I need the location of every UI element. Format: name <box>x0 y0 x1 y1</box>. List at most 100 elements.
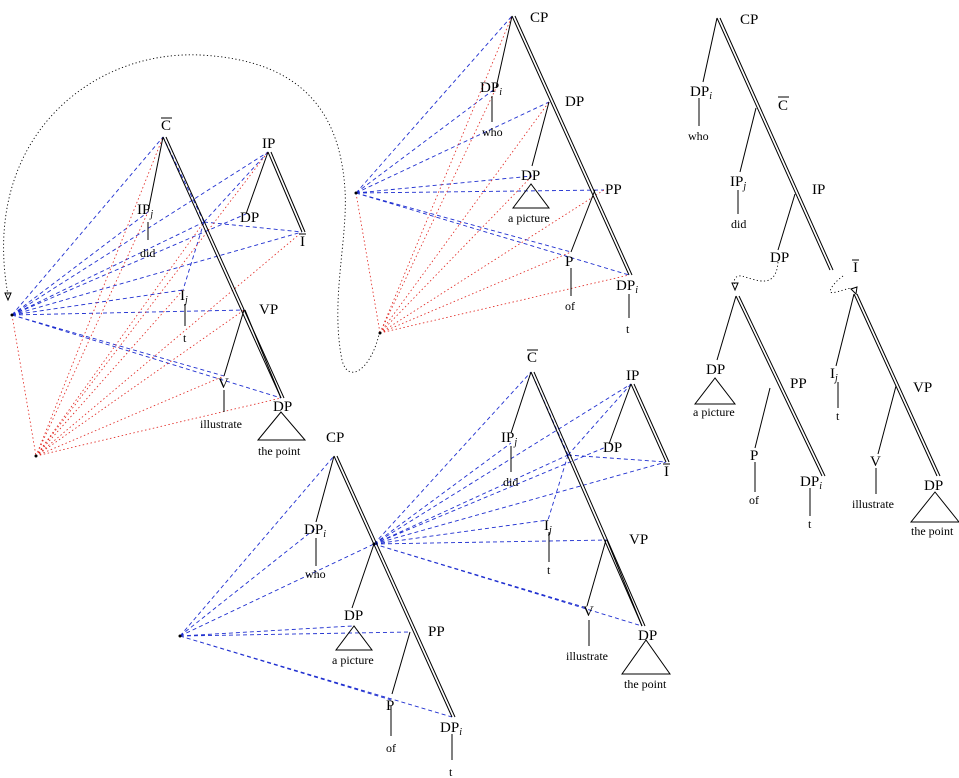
t4-dp-object-label: DP <box>638 628 657 644</box>
t3-of-word: of <box>749 493 759 507</box>
t1-cbar-label: C <box>161 118 171 134</box>
t3-illustrate-word: illustrate <box>852 497 894 511</box>
tree-1: C IPj did IP DP I Ij t VP V illustrate D… <box>3 54 381 458</box>
t1-dp-object-label: DP <box>273 399 292 415</box>
tree-3-edges <box>693 17 959 523</box>
node-markers <box>10 191 382 638</box>
tree-1-red-dotted-edges <box>11 136 303 457</box>
t1-i-j-label: Ij <box>180 288 188 306</box>
t4-ip-label: IP <box>626 368 639 384</box>
tree-4-labels: CP DPi who DP a picture PP P of DPi t C … <box>304 349 670 778</box>
t4-hub-point <box>372 542 376 546</box>
tree-3-labels: CP DPi who C IPj did IP DP I DP a pictur… <box>688 12 954 538</box>
t1-t2-dotted-link <box>3 54 381 373</box>
t2-pp-label: PP <box>605 182 622 198</box>
t4-v-label: V <box>583 604 594 620</box>
t1-v-label: V <box>218 376 229 392</box>
t3-ip-label: IP <box>812 182 825 198</box>
t3-dp-inner-label: DP <box>706 362 725 378</box>
tree-2-blue-dashed-edges <box>355 15 630 276</box>
t2-of-word: of <box>565 299 575 313</box>
t2-dp-label: DP <box>565 94 584 110</box>
t3-i-j-label: Ij <box>830 366 838 384</box>
t4-dp-i-label: DPi <box>304 522 326 540</box>
t3-dp-i-label: DPi <box>690 84 712 102</box>
t4-ibar-label: I <box>664 464 669 480</box>
t3-ibar-link <box>829 275 856 294</box>
tree-2: CP DPi who DP DP a picture PP P of DPi t <box>355 10 638 336</box>
t4-dp-inner-label: DP <box>344 608 363 624</box>
t4-vp-label: VP <box>629 532 648 548</box>
t4-p-label: P <box>386 698 394 714</box>
t4-projection-point <box>178 634 182 638</box>
t4-cbar-label: C <box>527 350 537 366</box>
t2-who-word: who <box>482 125 503 139</box>
t2-red-projection-point <box>378 331 382 335</box>
t1-red-projection-point <box>34 454 38 458</box>
t3-the-point-word: the point <box>911 524 954 538</box>
t3-ibar-label: I <box>853 260 858 276</box>
t4-trace-dp: t <box>449 765 453 778</box>
t1-the-point-word: the point <box>258 444 301 458</box>
t1-trace: t <box>183 331 187 345</box>
t4-the-point-word: the point <box>624 677 667 691</box>
t3-vp-label: VP <box>913 380 932 396</box>
t3-cbar-label: C <box>778 98 788 114</box>
t1-ibar-label: I <box>300 234 305 250</box>
t4-cp-label: CP <box>326 430 344 446</box>
t2-dp-i-label: DPi <box>480 80 502 98</box>
t3-who-word: who <box>688 129 709 143</box>
t4-a-picture-word: a picture <box>332 653 374 667</box>
t3-trace-dp: t <box>808 517 812 531</box>
tree-2-red-dotted-edges <box>355 15 630 334</box>
t1-link-arrowhead <box>4 292 12 302</box>
tree-4-blue-dashed-edges <box>179 371 667 718</box>
t2-projection-point <box>354 191 358 195</box>
t4-illustrate-word: illustrate <box>566 649 608 663</box>
tree-4-edges <box>315 371 671 760</box>
t4-i-j-label: Ij <box>544 518 552 536</box>
t1-ip-j-label: IPj <box>137 202 153 220</box>
t4-dp-i-object-label: DPi <box>440 720 462 738</box>
t3-dp-label: DP <box>770 250 789 266</box>
t1-illustrate-word: illustrate <box>200 417 242 431</box>
t2-cp-label: CP <box>530 10 548 26</box>
tree-1-edges <box>147 136 307 441</box>
t2-dp-i-object-label: DPi <box>616 278 638 296</box>
t3-cp-label: CP <box>740 12 758 28</box>
t3-v-label: V <box>870 454 881 470</box>
tree-2-edges <box>491 15 633 318</box>
t1-dp-label: DP <box>240 210 259 226</box>
t1-ip-label: IP <box>262 136 275 152</box>
t2-a-picture-word: a picture <box>508 211 550 225</box>
t2-dp-inner-label: DP <box>521 168 540 184</box>
t3-ip-j-label: IPj <box>730 174 746 192</box>
tree-3: CP DPi who C IPj did IP DP I DP a pictur… <box>688 12 959 538</box>
t4-did-word: did <box>503 475 518 489</box>
t2-trace: t <box>626 322 630 336</box>
t4-who-word: who <box>305 567 326 581</box>
t3-trace-i: t <box>836 409 840 423</box>
t4-trace-i: t <box>547 563 551 577</box>
t3-p-label: P <box>750 448 758 464</box>
t1-projection-point <box>10 313 14 317</box>
tree-2-labels: CP DPi who DP DP a picture PP P of DPi t <box>480 10 638 336</box>
tree-1-blue-dashed-edges <box>11 136 303 399</box>
t3-dp-link-arrowhead <box>731 282 739 292</box>
t3-dp-i-object-label: DPi <box>800 474 822 492</box>
t3-did-word: did <box>731 217 746 231</box>
tree-4: CP DPi who DP a picture PP P of DPi t C … <box>179 349 671 778</box>
t4-dp-label: DP <box>603 440 622 456</box>
t4-ip-j-label: IPj <box>501 430 517 448</box>
t2-p-label: P <box>565 254 573 270</box>
t3-dp-object-label: DP <box>924 478 943 494</box>
t3-ibar-link-arrowhead <box>850 286 858 296</box>
t3-a-picture-word: a picture <box>693 405 735 419</box>
t4-pp-label: PP <box>428 624 445 640</box>
tree-1-labels: C IPj did IP DP I Ij t VP V illustrate D… <box>137 117 306 458</box>
t3-pp-label: PP <box>790 376 807 392</box>
t1-did-word: did <box>140 246 155 260</box>
t1-vp-label: VP <box>259 302 278 318</box>
